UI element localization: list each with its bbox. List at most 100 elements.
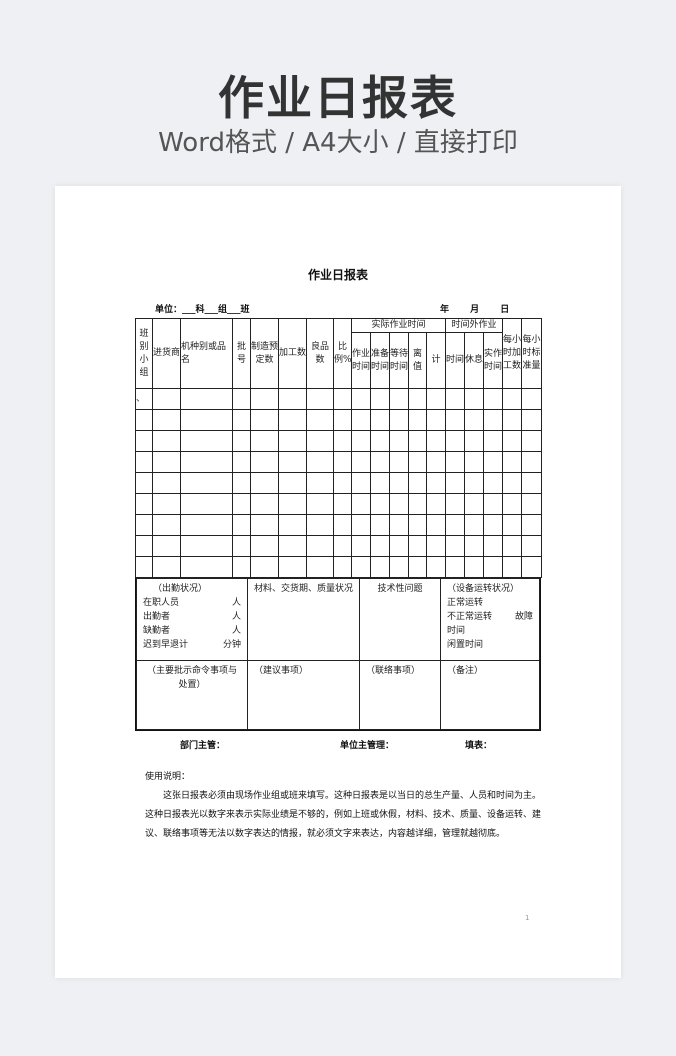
table-cell[interactable] xyxy=(250,409,279,431)
table-cell[interactable] xyxy=(445,430,466,452)
table-cell[interactable] xyxy=(464,388,485,410)
table-cell[interactable] xyxy=(351,388,371,410)
table-cell[interactable] xyxy=(180,535,233,557)
table-cell[interactable] xyxy=(445,388,466,410)
table-cell[interactable]: 、 xyxy=(135,388,153,410)
table-cell[interactable] xyxy=(306,388,334,410)
table-cell[interactable] xyxy=(333,472,352,494)
table-cell[interactable] xyxy=(370,430,390,452)
table-cell[interactable] xyxy=(483,514,504,536)
table-cell[interactable] xyxy=(389,388,409,410)
table-cell[interactable] xyxy=(152,493,181,515)
table-cell[interactable] xyxy=(389,409,409,431)
table-cell[interactable] xyxy=(250,388,279,410)
table-cell[interactable] xyxy=(370,535,390,557)
table-cell[interactable] xyxy=(521,430,543,452)
table-cell[interactable] xyxy=(250,514,279,536)
table-cell[interactable] xyxy=(135,430,153,452)
table-cell[interactable] xyxy=(483,493,504,515)
table-cell[interactable] xyxy=(521,514,543,536)
table-cell[interactable] xyxy=(389,514,409,536)
table-cell[interactable] xyxy=(351,430,371,452)
table-cell[interactable] xyxy=(502,430,523,452)
table-cell[interactable] xyxy=(425,493,447,515)
table-cell[interactable] xyxy=(278,514,307,536)
table-cell[interactable] xyxy=(521,451,543,473)
table-cell[interactable] xyxy=(370,451,390,473)
equipment-cell[interactable]: （设备运转状况） 正常运转 不正常运转 故障 时间 闲置时间 xyxy=(440,578,540,661)
table-cell[interactable] xyxy=(278,388,307,410)
table-cell[interactable] xyxy=(502,535,523,557)
table-cell[interactable] xyxy=(464,409,485,431)
table-cell[interactable] xyxy=(180,451,233,473)
table-cell[interactable] xyxy=(333,409,352,431)
table-cell[interactable] xyxy=(180,472,233,494)
table-cell[interactable] xyxy=(521,493,543,515)
table-cell[interactable] xyxy=(408,472,427,494)
table-cell[interactable] xyxy=(445,535,466,557)
table-cell[interactable] xyxy=(250,430,279,452)
table-cell[interactable] xyxy=(483,556,504,578)
table-cell[interactable] xyxy=(135,493,153,515)
table-cell[interactable] xyxy=(333,556,352,578)
table-cell[interactable] xyxy=(351,556,371,578)
table-cell[interactable] xyxy=(464,535,485,557)
table-cell[interactable] xyxy=(483,409,504,431)
table-cell[interactable] xyxy=(180,388,233,410)
table-cell[interactable] xyxy=(502,556,523,578)
table-cell[interactable] xyxy=(306,535,334,557)
table-cell[interactable] xyxy=(333,451,352,473)
table-cell[interactable] xyxy=(483,472,504,494)
table-cell[interactable] xyxy=(333,493,352,515)
table-cell[interactable] xyxy=(232,493,251,515)
table-cell[interactable] xyxy=(278,451,307,473)
table-cell[interactable] xyxy=(250,472,279,494)
table-cell[interactable] xyxy=(425,514,447,536)
table-cell[interactable] xyxy=(135,556,153,578)
table-cell[interactable] xyxy=(445,451,466,473)
table-cell[interactable] xyxy=(445,556,466,578)
table-cell[interactable] xyxy=(278,430,307,452)
table-cell[interactable] xyxy=(232,514,251,536)
table-cell[interactable] xyxy=(502,514,523,536)
table-cell[interactable] xyxy=(152,472,181,494)
table-cell[interactable] xyxy=(425,472,447,494)
table-cell[interactable] xyxy=(464,514,485,536)
table-cell[interactable] xyxy=(408,388,427,410)
table-cell[interactable] xyxy=(180,493,233,515)
table-cell[interactable] xyxy=(152,535,181,557)
table-cell[interactable] xyxy=(425,556,447,578)
table-cell[interactable] xyxy=(306,514,334,536)
table-cell[interactable] xyxy=(483,430,504,452)
table-cell[interactable] xyxy=(333,388,352,410)
table-cell[interactable] xyxy=(232,451,251,473)
table-cell[interactable] xyxy=(389,493,409,515)
table-cell[interactable] xyxy=(135,409,153,431)
table-cell[interactable] xyxy=(180,556,233,578)
table-cell[interactable] xyxy=(425,388,447,410)
table-cell[interactable] xyxy=(521,472,543,494)
table-cell[interactable] xyxy=(152,388,181,410)
table-cell[interactable] xyxy=(250,556,279,578)
table-cell[interactable] xyxy=(351,535,371,557)
table-cell[interactable] xyxy=(306,493,334,515)
table-cell[interactable] xyxy=(464,493,485,515)
table-cell[interactable] xyxy=(306,430,334,452)
table-cell[interactable] xyxy=(152,514,181,536)
table-cell[interactable] xyxy=(521,409,543,431)
table-cell[interactable] xyxy=(278,409,307,431)
table-cell[interactable] xyxy=(180,409,233,431)
table-cell[interactable] xyxy=(408,514,427,536)
table-cell[interactable] xyxy=(445,409,466,431)
table-cell[interactable] xyxy=(483,451,504,473)
table-cell[interactable] xyxy=(483,535,504,557)
table-cell[interactable] xyxy=(502,409,523,431)
suggestions-cell[interactable]: （建议事项） xyxy=(247,660,360,730)
table-cell[interactable] xyxy=(278,556,307,578)
table-cell[interactable] xyxy=(351,409,371,431)
table-cell[interactable] xyxy=(351,451,371,473)
table-cell[interactable] xyxy=(351,514,371,536)
instructions-cell[interactable]: （主要批示命令事项与处置） xyxy=(136,660,248,730)
table-cell[interactable] xyxy=(408,430,427,452)
table-cell[interactable] xyxy=(306,556,334,578)
